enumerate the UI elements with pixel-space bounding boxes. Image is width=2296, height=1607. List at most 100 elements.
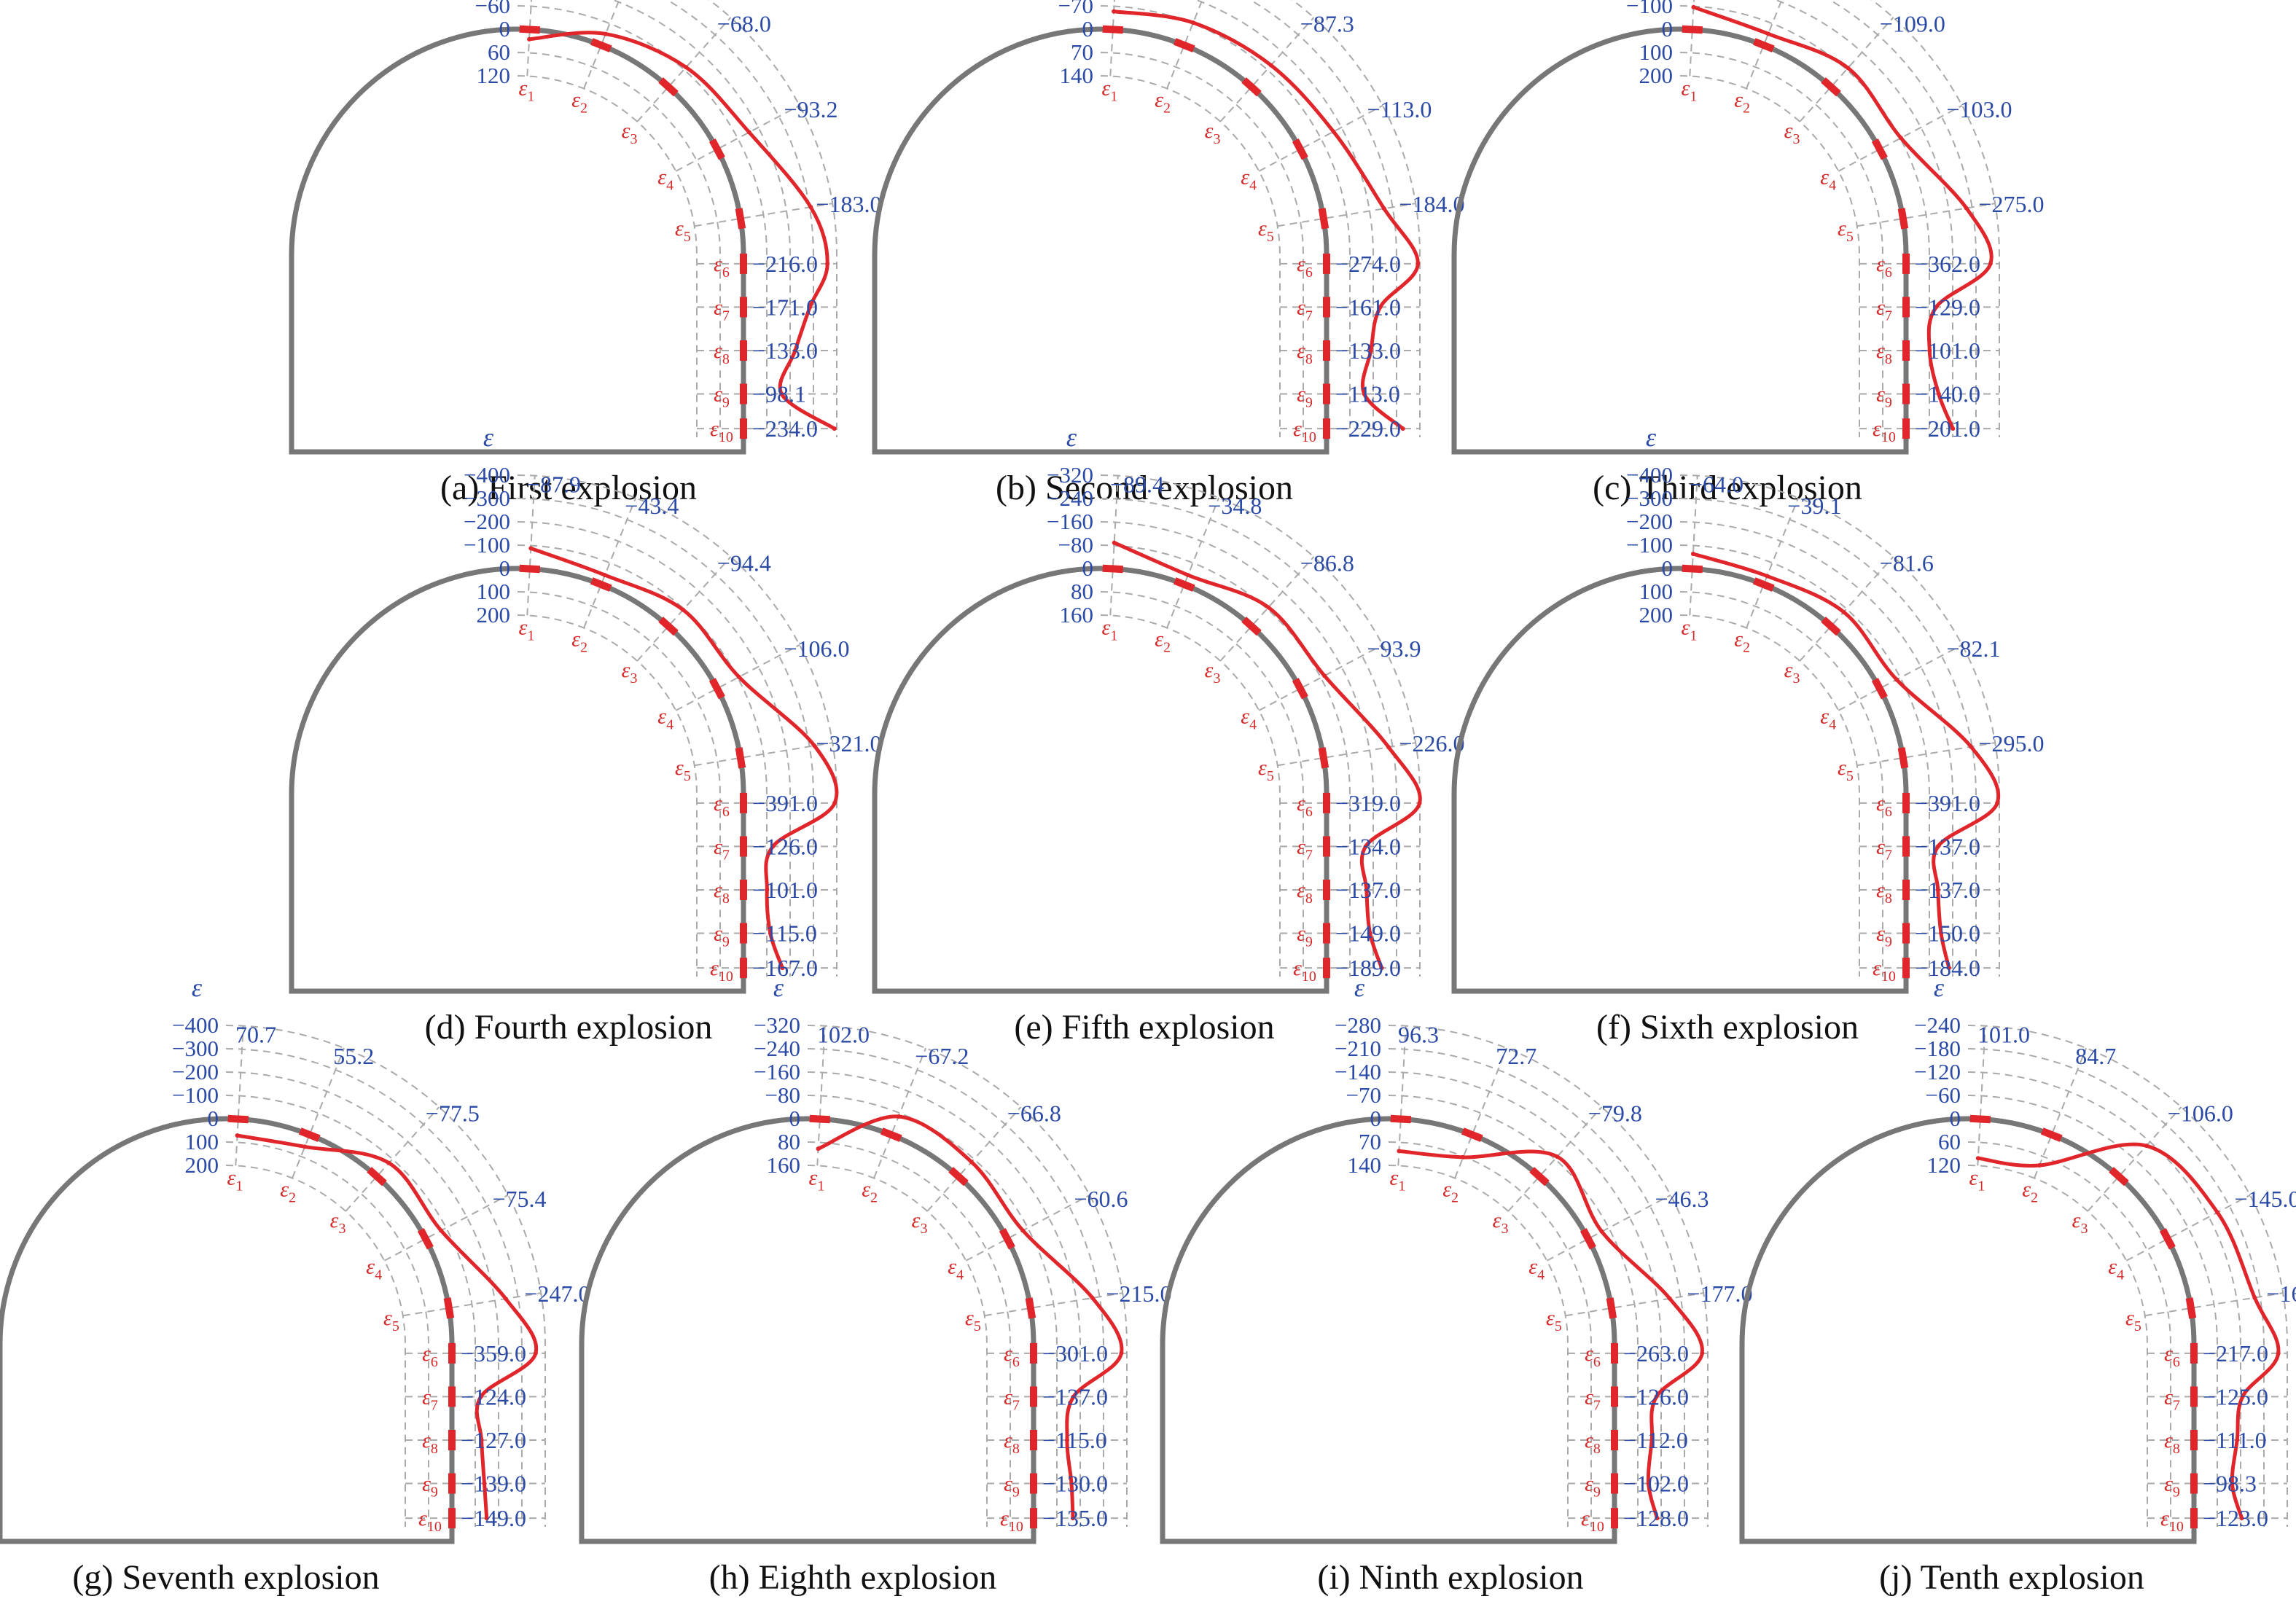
data-label: −161.0 bbox=[1335, 294, 1401, 320]
gauge-marker-5 bbox=[1897, 747, 1909, 769]
data-point bbox=[736, 674, 741, 679]
data-point bbox=[302, 1144, 308, 1149]
gauge-marker-1 bbox=[519, 564, 541, 574]
axis-label: ε bbox=[1646, 423, 1657, 452]
gauge-label-6: ε6 bbox=[422, 1342, 438, 1370]
data-point bbox=[1995, 800, 2000, 805]
gauge-marker-4 bbox=[1292, 678, 1308, 700]
data-point bbox=[503, 1297, 508, 1302]
gauge-label-8: ε8 bbox=[1585, 1428, 1601, 1457]
data-point bbox=[1935, 844, 1940, 849]
axis-tick-label: 80 bbox=[1071, 579, 1093, 604]
data-label: −113.0 bbox=[1367, 96, 1432, 122]
gauge-marker-2 bbox=[1461, 1127, 1483, 1142]
grid-spoke bbox=[636, 17, 732, 122]
gauge-label-1: ε1 bbox=[1102, 615, 1118, 644]
grid-line bbox=[1291, 0, 1421, 437]
axis-tick-label: −400 bbox=[1626, 462, 1673, 488]
gauge-label-7: ε7 bbox=[2164, 1385, 2180, 1413]
grid-line bbox=[225, 1165, 406, 1527]
grid-spoke bbox=[583, 497, 637, 628]
gauge-marker-2 bbox=[2040, 1127, 2063, 1142]
data-point bbox=[768, 931, 773, 936]
data-label: −137.0 bbox=[1335, 877, 1401, 903]
panel-caption: (i) Ninth explosion bbox=[1317, 1558, 1583, 1597]
grid-line bbox=[807, 1141, 1011, 1527]
gauge-label-10: ε10 bbox=[2160, 1506, 2184, 1535]
gauge-label-4: ε4 bbox=[1241, 165, 1257, 193]
grid-line bbox=[1679, 544, 1930, 977]
grid-spoke bbox=[1838, 644, 1963, 711]
grid-line bbox=[1870, 0, 2000, 437]
grid-spoke bbox=[1565, 1292, 1704, 1317]
data-point bbox=[1112, 9, 1117, 14]
panel-caption: (d) Fourth explosion bbox=[425, 1008, 713, 1047]
gauge-label-4: ε4 bbox=[1528, 1254, 1545, 1283]
gauge-marker-5 bbox=[2185, 1297, 2197, 1319]
grid-line bbox=[1388, 1165, 1569, 1527]
grid-line bbox=[1679, 75, 1860, 437]
gauge-label-8: ε8 bbox=[422, 1428, 438, 1457]
grid-line bbox=[1388, 1048, 1685, 1527]
grid-spoke bbox=[1454, 1047, 1508, 1178]
grid-line bbox=[225, 1048, 523, 1527]
strain-curve bbox=[1692, 552, 2001, 969]
data-label: −39.1 bbox=[1787, 493, 1841, 519]
data-point bbox=[1071, 1394, 1076, 1399]
axis-label: ε bbox=[192, 973, 203, 1002]
grid-line bbox=[1388, 1118, 1615, 1527]
gauge-marker-1 bbox=[1682, 25, 1703, 34]
gauge-label-4: ε4 bbox=[657, 165, 673, 193]
gauge-label-2: ε2 bbox=[1734, 627, 1750, 655]
data-point bbox=[484, 1516, 489, 1521]
grid-line bbox=[517, 521, 791, 977]
grid-spoke bbox=[1258, 104, 1383, 172]
gauge-label-1: ε1 bbox=[1682, 76, 1698, 104]
data-point bbox=[2144, 1143, 2149, 1149]
data-label: −133.0 bbox=[752, 337, 818, 364]
data-label: −111.0 bbox=[2203, 1427, 2267, 1453]
grid-line bbox=[1388, 1071, 1662, 1527]
data-point bbox=[386, 1160, 391, 1165]
data-point bbox=[1090, 1295, 1095, 1300]
grid-line bbox=[1679, 591, 1883, 977]
gauge-label-9: ε9 bbox=[1297, 382, 1313, 410]
data-label: −295.0 bbox=[1978, 730, 2044, 756]
data-label: −234.0 bbox=[752, 415, 818, 442]
data-point bbox=[1381, 206, 1386, 211]
data-label: −149.0 bbox=[1335, 920, 1401, 946]
data-label: −66.8 bbox=[1007, 1100, 1061, 1127]
data-label: −89.4 bbox=[1110, 472, 1164, 498]
axis-tick-label: −200 bbox=[172, 1059, 219, 1084]
gauge-label-7: ε7 bbox=[422, 1385, 438, 1413]
gauge-marker-3 bbox=[1241, 77, 1262, 97]
data-label: −128.0 bbox=[1623, 1505, 1689, 1531]
data-label: −215.0 bbox=[1106, 1280, 1171, 1307]
gauge-marker-1 bbox=[1390, 1114, 1412, 1124]
axis-tick-label: 0 bbox=[1082, 16, 1094, 42]
gauge-label-9: ε9 bbox=[714, 921, 730, 950]
data-point bbox=[2215, 1210, 2220, 1215]
gauge-marker-2 bbox=[880, 1127, 902, 1142]
gauge-label-10: ε10 bbox=[1000, 1506, 1023, 1535]
grid-line bbox=[708, 0, 837, 437]
grid-spoke bbox=[345, 1106, 440, 1212]
grid-spoke bbox=[1219, 556, 1315, 662]
gauge-marker-5 bbox=[1897, 208, 1909, 230]
panel-caption: (c) Third explosion bbox=[1593, 469, 1862, 507]
data-label: −391.0 bbox=[1915, 790, 1980, 816]
grid-line bbox=[1773, 0, 1953, 437]
gauge-label-7: ε7 bbox=[1297, 834, 1313, 863]
gauge-label-6: ε6 bbox=[714, 791, 730, 820]
axis-tick-label: 80 bbox=[778, 1129, 800, 1154]
data-label: −102.0 bbox=[1623, 1470, 1689, 1496]
data-point bbox=[1065, 1437, 1069, 1442]
gauge-label-7: ε7 bbox=[714, 834, 730, 863]
axis-tick-label: 0 bbox=[499, 555, 511, 581]
data-label: 70.7 bbox=[235, 1022, 276, 1048]
data-label: −43.4 bbox=[625, 493, 679, 519]
data-label: 84.7 bbox=[2075, 1043, 2116, 1069]
gauge-marker-4 bbox=[417, 1228, 434, 1250]
axis-tick-label: 0 bbox=[1662, 555, 1674, 581]
gauge-marker-3 bbox=[658, 617, 679, 636]
